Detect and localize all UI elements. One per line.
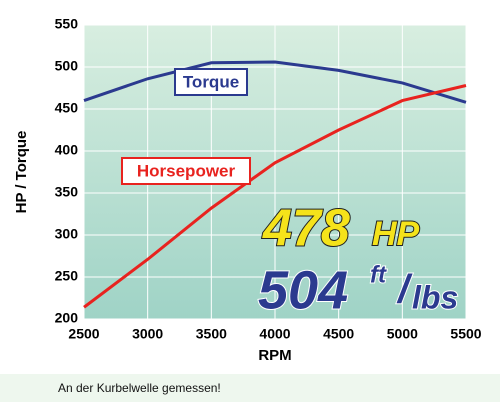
legend-box	[174, 68, 248, 96]
y-tick-label: 200	[55, 310, 79, 326]
y-tick-label: 350	[55, 184, 79, 200]
torque-unit-top: ft	[370, 261, 387, 288]
torque-unit-bottom: lbs	[412, 279, 458, 315]
x-tick-label: 3500	[196, 326, 227, 342]
legend-label: Horsepower	[137, 161, 236, 180]
x-tick-label: 5500	[450, 326, 481, 342]
chart: RPM HP / Torque 200 250 300 350 400 450 500 550…	[13, 16, 482, 364]
series-line	[83, 84, 467, 309]
torque-value: 504	[258, 260, 348, 320]
x-tick-label: 5000	[387, 326, 418, 342]
x-tick-label: 2500	[68, 326, 99, 342]
x-tick-label: 4500	[323, 326, 354, 342]
y-tick-label: 250	[55, 268, 79, 284]
hp-unit: HP	[372, 215, 420, 253]
caption: An der Kurbelwelle gemessen!	[0, 374, 500, 402]
series-line	[83, 60, 467, 104]
y-tick-label: 550	[55, 16, 79, 32]
x-axis-label: RPM	[258, 347, 291, 364]
hp-value: 478	[262, 200, 350, 258]
y-tick-label: 300	[55, 226, 79, 242]
y-axis-label: HP / Torque	[13, 131, 30, 214]
legend-label: Torque	[183, 72, 239, 91]
legend-box	[121, 157, 251, 185]
x-tick-label: 3000	[132, 326, 163, 342]
y-tick-label: 500	[55, 58, 79, 74]
y-tick-label: 450	[55, 100, 79, 116]
x-tick-label: 4000	[259, 326, 290, 342]
y-tick-label: 400	[55, 142, 79, 158]
